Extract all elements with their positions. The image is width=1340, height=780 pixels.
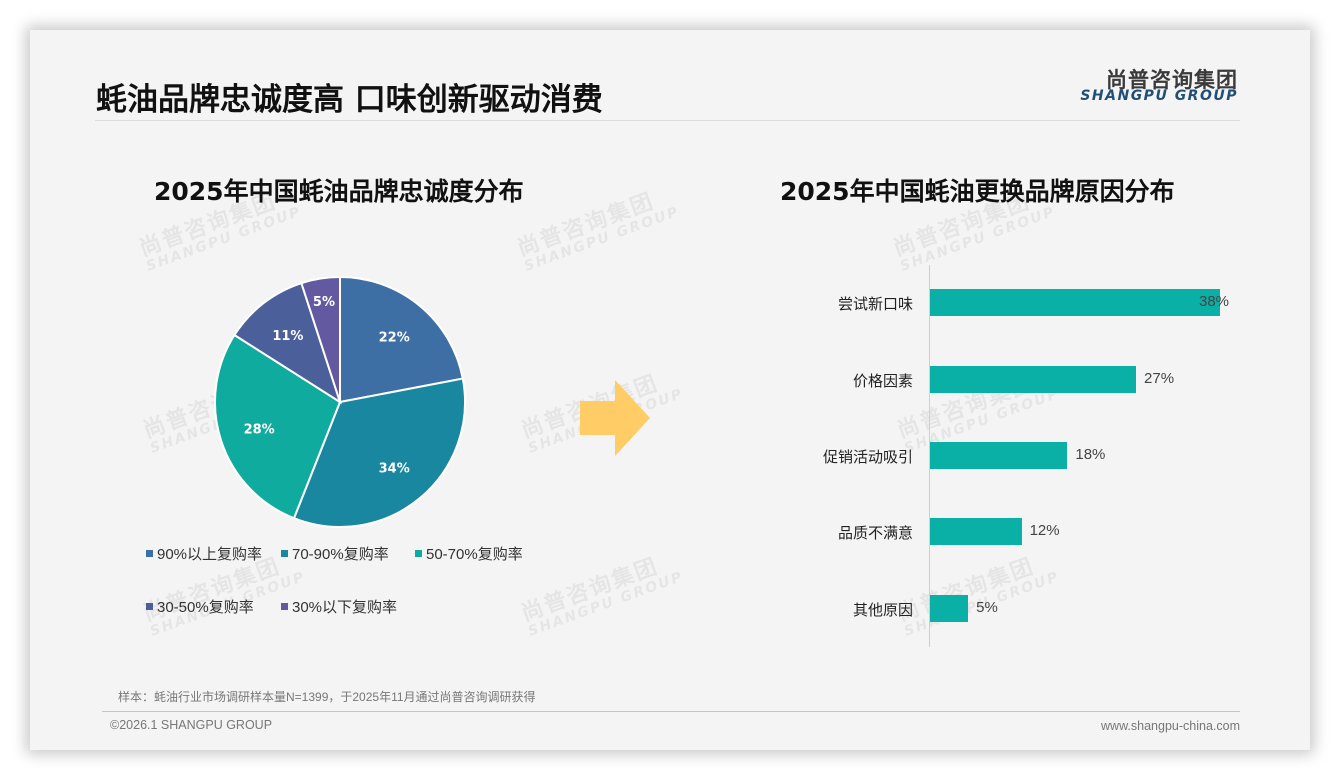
bar-value-label: 27% — [1144, 370, 1175, 387]
bar — [930, 366, 1137, 393]
bar-value-label: 38% — [1199, 293, 1230, 310]
bar-category-label: 尝试新口味 — [837, 296, 913, 313]
pie-labels: 22% 34% 28% 11% 5% — [244, 295, 410, 477]
bar — [930, 518, 1022, 545]
pie-slice-label: 22% — [379, 331, 410, 346]
legend-item: 30-50%复购率 — [146, 596, 254, 617]
pie-slice — [339, 275, 464, 404]
legend-item: 50-70%复购率 — [415, 543, 523, 564]
bar — [930, 289, 1220, 316]
pie-slice — [214, 333, 342, 520]
legend-swatch — [415, 550, 422, 557]
bar-axis — [929, 265, 930, 647]
pie-slice-label: 28% — [244, 422, 275, 437]
legend-swatch — [146, 550, 153, 557]
bar-chart-title: 2025年中国蚝油更换品牌原因分布 — [780, 177, 1175, 206]
website-link[interactable]: www.shangpu-china.com — [1101, 719, 1240, 733]
pie-slice — [233, 281, 342, 405]
bar-category-label: 品质不满意 — [837, 525, 913, 542]
pie-chart-title: 2025年中国蚝油品牌忠诚度分布 — [154, 177, 524, 206]
bar — [930, 595, 969, 622]
footer-divider — [102, 711, 1240, 712]
pie-slices — [214, 275, 466, 528]
pie-slice-label: 5% — [313, 295, 335, 310]
bar-category-label: 价格因素 — [852, 373, 913, 390]
right-arrow-icon — [580, 380, 650, 456]
bar-category-label: 其他原因 — [852, 602, 913, 619]
legend-swatch — [146, 603, 153, 610]
bar-value-label: 18% — [1075, 446, 1106, 463]
pie-slice-label: 11% — [272, 329, 303, 344]
page-title: 蚝油品牌忠诚度高 口味创新驱动消费 — [96, 82, 603, 118]
bar-value-label: 5% — [976, 599, 998, 616]
bar-value-label: 12% — [1029, 522, 1060, 539]
legend-item: 90%以上复购率 — [146, 543, 262, 564]
header-divider — [95, 120, 1240, 121]
bar-category-label: 促销活动吸引 — [822, 449, 913, 466]
bar — [930, 442, 1068, 469]
pie-slice — [292, 377, 466, 528]
legend-item: 70-90%复购率 — [281, 543, 389, 564]
slide: 尚普咨询集团 SHANGPU GROUP 尚普咨询集团 SHANGPU GROUP … — [30, 30, 1310, 750]
legend-swatch — [281, 603, 288, 610]
copyright: ©2026.1 SHANGPU GROUP — [110, 718, 273, 732]
logo-text-en: SHANGPU GROUP — [1080, 88, 1238, 104]
logo-text-cn: 尚普咨询集团 — [1106, 68, 1238, 92]
legend-swatch — [281, 550, 288, 557]
legend-item: 30%以下复购率 — [281, 596, 397, 617]
sample-note: 样本：蚝油行业市场调研样本量N=1399，于2025年11月通过尚普咨询调研获得 — [118, 690, 536, 704]
pie-slice-label: 34% — [379, 461, 410, 476]
pie-slice — [300, 275, 341, 403]
pie-chart: 22% 34% 28% 11% 5% — [214, 275, 466, 528]
